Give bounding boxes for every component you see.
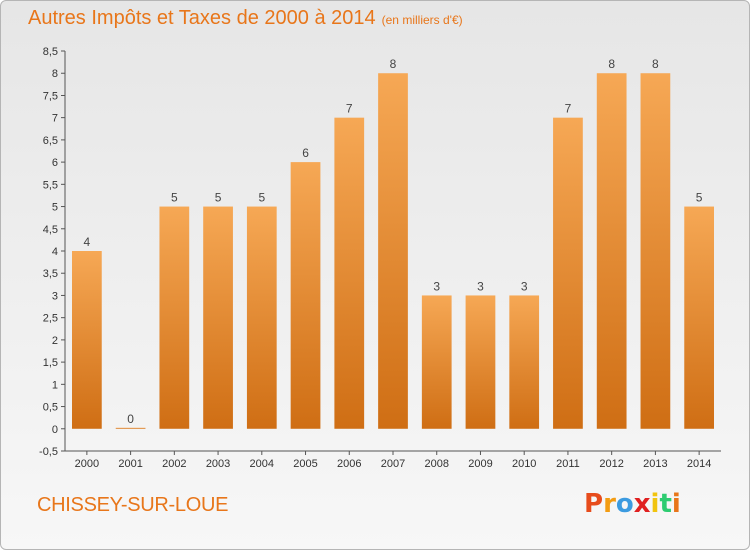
y-tick-label: 5 bbox=[52, 202, 58, 214]
logo-letter: o bbox=[615, 489, 634, 519]
data-label: 5 bbox=[258, 191, 265, 205]
data-label: 8 bbox=[390, 57, 397, 71]
x-tick-label: 2013 bbox=[643, 458, 667, 470]
data-label: 0 bbox=[127, 412, 134, 426]
x-tick-label: 2008 bbox=[424, 458, 448, 470]
bar bbox=[596, 73, 627, 429]
data-label: 7 bbox=[565, 102, 572, 116]
town-name: CHISSEY-SUR-LOUE bbox=[37, 494, 229, 516]
y-tick-label: 0 bbox=[52, 424, 58, 436]
x-tick-label: 2004 bbox=[250, 458, 274, 470]
chart-title: Autres Impôts et Taxes de 2000 à 2014 (en… bbox=[28, 7, 463, 30]
bar bbox=[71, 251, 102, 429]
x-tick-label: 2011 bbox=[556, 458, 580, 470]
data-label: 5 bbox=[215, 191, 222, 205]
x-tick-label: 2005 bbox=[293, 458, 317, 470]
y-tick-label: 4,5 bbox=[43, 224, 58, 236]
logo-letter: i bbox=[671, 489, 681, 519]
x-tick-label: 2010 bbox=[512, 458, 536, 470]
y-tick-label: 3 bbox=[52, 290, 58, 302]
data-label: 4 bbox=[84, 235, 91, 249]
y-tick-label: 6,5 bbox=[43, 135, 58, 147]
x-tick-label: 2014 bbox=[687, 458, 711, 470]
x-tick-label: 2012 bbox=[599, 458, 623, 470]
x-tick-label: 2007 bbox=[381, 458, 405, 470]
data-labels: 4 0 5 5 5 6 7 8 3 3 3 7 8 8 5 bbox=[84, 57, 703, 426]
x-tick-label: 2002 bbox=[162, 458, 186, 470]
data-label: 7 bbox=[346, 102, 353, 116]
bar bbox=[553, 117, 583, 429]
proxiti-logo: Proxiti bbox=[584, 489, 681, 519]
x-tick-label: 2009 bbox=[468, 458, 492, 470]
y-tick-label: -0,5 bbox=[39, 446, 58, 458]
bar bbox=[421, 295, 452, 429]
bar bbox=[509, 295, 540, 429]
y-tick-label: 6 bbox=[52, 157, 58, 169]
x-tick-label: 2000 bbox=[75, 458, 99, 470]
y-tick-label: 2,5 bbox=[43, 313, 58, 325]
logo-letter: t bbox=[659, 489, 672, 519]
bar bbox=[378, 73, 408, 429]
y-tick-label: 5,5 bbox=[43, 179, 58, 191]
bar bbox=[640, 73, 671, 429]
y-tick-label: 7 bbox=[52, 113, 58, 125]
logo-letter: x bbox=[633, 489, 651, 519]
x-tick-label: 2001 bbox=[118, 458, 142, 470]
bar bbox=[115, 427, 146, 429]
logo-letter: r bbox=[603, 489, 616, 519]
data-label: 3 bbox=[521, 279, 528, 293]
y-tick-label: 7,5 bbox=[43, 90, 58, 102]
bar bbox=[465, 295, 496, 429]
logo-letter: P bbox=[584, 489, 604, 519]
bar bbox=[246, 206, 277, 429]
data-label: 5 bbox=[171, 191, 178, 205]
logo-letter: i bbox=[650, 489, 660, 519]
bar bbox=[203, 206, 233, 429]
y-tick-label: 8,5 bbox=[43, 46, 58, 58]
axes: -0,5 0 0,5 1 1,5 2 2,5 3 3,5 4 4,5 5 5,5 6 6,5 7 7,5 8 8,5… bbox=[39, 46, 721, 470]
data-label: 8 bbox=[608, 57, 615, 71]
bar bbox=[159, 206, 190, 429]
y-tick-label: 3,5 bbox=[43, 268, 58, 280]
bar bbox=[334, 117, 365, 429]
data-label: 3 bbox=[477, 279, 484, 293]
y-tick-label: 4 bbox=[52, 246, 58, 258]
x-tick-label: 2003 bbox=[206, 458, 230, 470]
y-tick-label: 0,5 bbox=[43, 402, 58, 414]
y-tick-label: 8 bbox=[52, 68, 58, 80]
data-label: 6 bbox=[302, 146, 309, 160]
y-tick-label: 1 bbox=[52, 379, 58, 391]
data-label: 5 bbox=[696, 191, 703, 205]
data-label: 3 bbox=[433, 279, 440, 293]
x-tick-label: 2006 bbox=[337, 458, 361, 470]
chart-title-text: Autres Impôts et Taxes de 2000 à 2014 bbox=[28, 7, 376, 29]
chart-unit: (en milliers d'€) bbox=[381, 13, 463, 27]
y-tick-label: 1,5 bbox=[43, 357, 58, 369]
bars bbox=[71, 73, 715, 429]
data-label: 8 bbox=[652, 57, 659, 71]
bar bbox=[290, 162, 321, 429]
bar bbox=[684, 206, 715, 429]
y-tick-label: 2 bbox=[52, 335, 58, 347]
